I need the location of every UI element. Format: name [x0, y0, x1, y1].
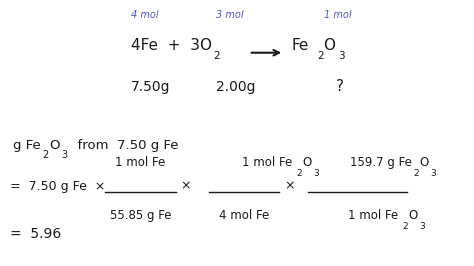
Text: 2: 2 [42, 150, 49, 160]
Text: 2.00g: 2.00g [216, 80, 255, 94]
Text: 1 mol Fe: 1 mol Fe [242, 156, 292, 169]
Text: O: O [323, 38, 335, 53]
Text: 3: 3 [62, 150, 68, 160]
Text: from  7.50 g Fe: from 7.50 g Fe [69, 139, 178, 152]
Text: 3: 3 [430, 169, 436, 178]
Text: 2: 2 [402, 222, 408, 231]
Text: ×: × [181, 180, 191, 193]
Text: g Fe: g Fe [13, 139, 41, 152]
Text: 159.7 g Fe: 159.7 g Fe [350, 156, 412, 169]
Text: =  5.96: = 5.96 [10, 227, 61, 241]
Text: 4 mol Fe: 4 mol Fe [219, 209, 269, 222]
Text: ×: × [284, 180, 295, 193]
Text: 55.85 g Fe: 55.85 g Fe [109, 209, 171, 222]
Text: O: O [302, 156, 311, 169]
Text: 1 mol Fe: 1 mol Fe [115, 156, 165, 169]
Text: 1 mol Fe: 1 mol Fe [348, 209, 398, 222]
Text: 3 mol: 3 mol [216, 10, 244, 20]
Text: 3: 3 [419, 222, 425, 231]
Text: 2: 2 [414, 169, 419, 178]
Text: 7.50g: 7.50g [131, 80, 171, 94]
Text: 4 mol: 4 mol [131, 10, 159, 20]
Text: Fe: Fe [291, 38, 309, 53]
Text: 2: 2 [317, 51, 324, 61]
Text: =  7.50 g Fe  ×: = 7.50 g Fe × [10, 180, 105, 193]
Text: ?: ? [336, 79, 344, 94]
Text: O: O [408, 209, 417, 222]
Text: 2: 2 [296, 169, 301, 178]
Text: 4Fe  +  3O: 4Fe + 3O [131, 38, 212, 53]
Text: 2: 2 [213, 51, 220, 61]
Text: O: O [419, 156, 428, 169]
Text: 3: 3 [313, 169, 319, 178]
Text: 3: 3 [338, 51, 345, 61]
Text: 1 mol: 1 mol [324, 10, 352, 20]
Text: O: O [49, 139, 60, 152]
